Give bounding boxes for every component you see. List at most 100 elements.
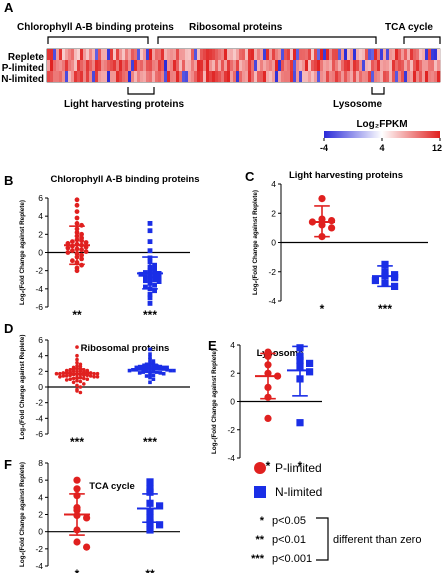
heatmap-cell (119, 60, 123, 71)
heatmap-cell (164, 49, 168, 60)
data-point (147, 239, 153, 244)
data-point (151, 363, 156, 367)
heatmap-cell (281, 49, 285, 60)
heatmap-cell (425, 71, 429, 82)
heatmap-cell (371, 60, 375, 71)
heatmap-cell (71, 71, 75, 82)
heatmap-cell (161, 71, 165, 82)
y-tick-label: 2 (38, 510, 43, 520)
heatmap-cell (383, 49, 387, 60)
heatmap-cell (206, 49, 210, 60)
heatmap-cell (212, 60, 216, 71)
heatmap-cell (230, 60, 234, 71)
heatmap-cell (140, 60, 144, 71)
heatmap-cell (191, 71, 195, 82)
group-label-ribosomal: Ribosomal proteins (189, 22, 283, 33)
series-n-limited: *** (127, 347, 176, 449)
heatmap-cell (320, 71, 324, 82)
series-n-limited: *** (371, 260, 399, 316)
heatmap-cell (104, 60, 108, 71)
heatmap-cell (386, 60, 390, 71)
heatmap-cell (323, 49, 327, 60)
y-tick-label: -2 (35, 266, 43, 276)
heatmap-cell (143, 60, 147, 71)
significance-stars: *** (378, 302, 392, 316)
heatmap-cell (419, 71, 423, 82)
y-tick-label: -2 (35, 544, 43, 554)
heatmap-cell (380, 49, 384, 60)
data-point (152, 273, 157, 279)
data-point (134, 368, 139, 372)
data-point (74, 221, 80, 226)
heatmap-cell (404, 49, 408, 60)
heatmap-cell (167, 49, 171, 60)
colorbar-tick-mid: 4 (379, 143, 384, 153)
legend-sig-text-1: p<0.05 (272, 515, 306, 527)
heatmap-cell (332, 71, 336, 82)
data-point (79, 238, 84, 244)
heatmap-cell (344, 71, 348, 82)
heatmap-cell (242, 60, 246, 71)
heatmap-cell (224, 71, 228, 82)
heatmap-cell (365, 49, 369, 60)
data-point (74, 197, 80, 203)
legend-sig-text-2: p<0.01 (272, 534, 306, 546)
data-point (151, 359, 156, 363)
panel-e-ylabel: Log₂(Fold Change against Replete) (211, 349, 218, 454)
heatmap-cell (290, 71, 294, 82)
heatmap-cell (137, 71, 141, 82)
heatmap-cell (389, 71, 393, 82)
heatmap-cell (434, 60, 438, 71)
heatmap-cell (230, 71, 234, 82)
colorbar-tick-low: -4 (320, 143, 328, 153)
heatmap-cell (275, 71, 279, 82)
y-tick-label: 4 (230, 340, 235, 350)
heatmap-cell (65, 49, 69, 60)
heatmap-cell (95, 49, 99, 60)
heatmap-cell (110, 71, 114, 82)
legend-sig-stars-3: *** (251, 553, 265, 565)
significance-stars: *** (143, 435, 157, 449)
y-tick-label: -2 (268, 267, 276, 277)
heatmap-cell (98, 49, 102, 60)
heatmap-cell (131, 49, 135, 60)
heatmap-cell (413, 60, 417, 71)
data-point (54, 371, 59, 376)
heatmap-cell (197, 71, 201, 82)
heatmap-cell (236, 60, 240, 71)
data-point (147, 291, 153, 297)
heatmap-cell (305, 71, 309, 82)
data-point (144, 364, 149, 368)
heatmap-cell (317, 71, 321, 82)
data-point (127, 368, 132, 373)
data-point (75, 353, 79, 358)
data-point (156, 279, 162, 284)
heatmap-cell (413, 71, 417, 82)
data-point (152, 277, 157, 283)
panel-b-letter: B (4, 173, 13, 188)
data-point (144, 369, 149, 374)
significance-stars: *** (70, 435, 84, 449)
data-point (147, 248, 153, 254)
heatmap-cell (359, 49, 363, 60)
heatmap-cell (194, 71, 198, 82)
heatmap-cell (398, 71, 402, 82)
heatmap-cell (323, 60, 327, 71)
heatmap-cell (365, 71, 369, 82)
heatmap-cell (347, 71, 351, 82)
heatmap-cell (416, 71, 420, 82)
heatmap-cell (134, 60, 138, 71)
heatmap-cell (422, 60, 426, 71)
heatmap-cell (437, 49, 441, 60)
data-point (156, 275, 162, 281)
heatmap-cell (335, 71, 339, 82)
heatmap-cell (281, 60, 285, 71)
heatmap-cell (134, 71, 138, 82)
heatmap-cell (191, 49, 195, 60)
series-p-limited: * (308, 195, 336, 316)
heatmap-cell (266, 71, 270, 82)
heatmap-cell (374, 60, 378, 71)
heatmap-cell (218, 71, 222, 82)
heatmap-cell (338, 71, 342, 82)
